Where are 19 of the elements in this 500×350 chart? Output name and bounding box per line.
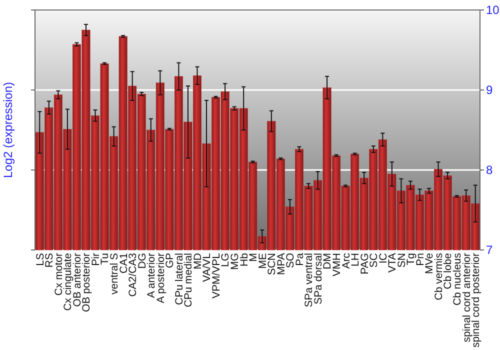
x-tick-label: LG [220,253,232,268]
x-tick-label: CA1 [118,252,130,274]
y-tick-label: 8 [486,163,493,178]
y-tick-label: 9 [486,83,493,98]
x-tick-label: Cb nucleus [452,253,464,306]
x-tick-label: GP [164,253,176,268]
y-tick-label: 10 [486,3,500,18]
x-tick-label: Tg [405,252,418,266]
x-tick-label: MG [229,253,241,270]
x-tick-label: spinal cord anterior [460,252,473,342]
x-tick-label: spinal cord posterior [470,252,482,348]
x-tick-label: Hb [238,252,250,266]
x-tick-label: LS [34,253,46,266]
x-tick-label: RS [44,253,56,268]
y-axis-title: Log2 (expression) [1,82,15,178]
x-tick-label: Arc [340,253,352,269]
y-tick-label: 7 [486,243,493,258]
x-tick-label: SPa dorsal [312,253,324,304]
x-tick-label: Cb lobe [442,252,454,290]
